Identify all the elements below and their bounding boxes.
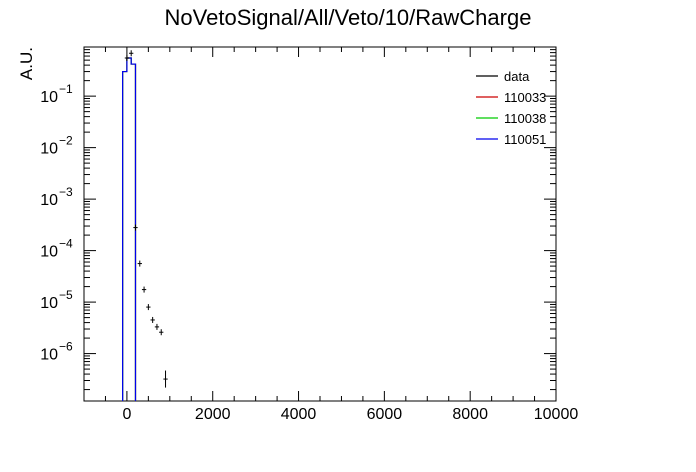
y-tick-label: 10: [40, 244, 58, 261]
y-tick-exponent: −5: [59, 288, 73, 302]
legend-label-data: data: [504, 69, 530, 84]
chart-title: NoVetoSignal/All/Veto/10/RawCharge: [165, 5, 532, 30]
data-point: [129, 50, 134, 57]
legend-label-110051: 110051: [504, 132, 546, 147]
x-tick-label: 0: [122, 406, 131, 423]
x-axis-ticks: 0 2000 4000 6000 8000 10000: [83, 47, 579, 423]
y-tick-label: 10: [40, 89, 58, 106]
mc-histograms: [122, 57, 137, 401]
y-tick-exponent: −6: [59, 340, 73, 354]
histogram-110051: [122, 57, 137, 401]
y-tick-label: 10: [40, 141, 58, 158]
y-tick-exponent: −4: [59, 237, 73, 251]
data-point: [163, 370, 168, 388]
data-point: [146, 304, 151, 311]
legend-label-110033: 110033: [504, 90, 546, 105]
y-tick-label: 10: [40, 295, 58, 312]
x-tick-label: 10000: [534, 406, 579, 423]
legend-label-110038: 110038: [504, 111, 546, 126]
x-tick-label: 6000: [367, 406, 403, 423]
data-point: [141, 286, 147, 293]
data-point: [124, 55, 130, 62]
x-tick-label: 2000: [195, 406, 231, 423]
data-point: [159, 329, 164, 336]
y-tick-label: 10: [40, 192, 58, 209]
y-tick-exponent: −3: [59, 185, 73, 199]
y-tick-exponent: −1: [59, 82, 73, 96]
data-point: [154, 323, 160, 330]
data-point: [150, 316, 155, 323]
y-axis-label: A.U.: [17, 47, 36, 80]
legend: data 110033 110038 110051: [476, 69, 546, 147]
y-tick-exponent: −2: [59, 134, 73, 148]
y-tick-label: 10: [40, 347, 58, 364]
data-point: [137, 260, 142, 267]
x-tick-label: 8000: [452, 406, 488, 423]
data-points: [124, 50, 168, 388]
x-tick-label: 4000: [281, 406, 317, 423]
data-point: [133, 224, 138, 231]
y-axis-ticks: 10−610−510−410−310−210−1: [40, 46, 556, 391]
